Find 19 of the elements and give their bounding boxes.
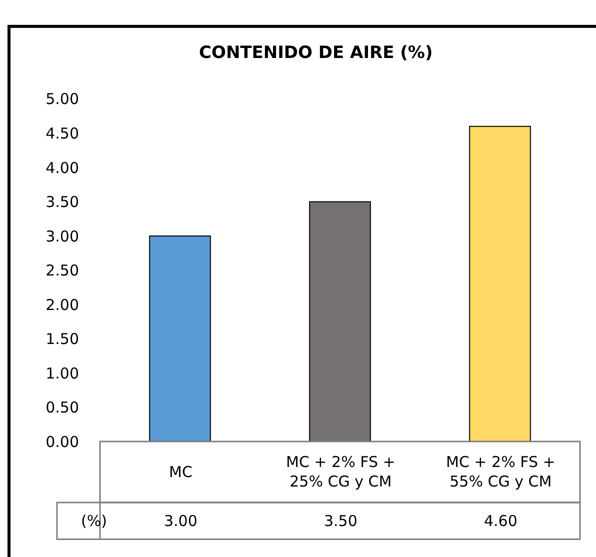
data-label: 4.60: [484, 512, 518, 530]
y-tick-label: 1.00: [46, 364, 79, 382]
y-tick-label: 0.50: [46, 398, 79, 417]
y-tick-label: 2.00: [46, 296, 79, 314]
y-tick-label: 2.50: [46, 262, 79, 280]
y-tick-label: 3.50: [46, 193, 79, 212]
y-tick-label: 4.50: [46, 124, 79, 143]
x-tick-label: MC + 2% FS + 25% CG y CM: [286, 453, 396, 490]
data-label: 3.00: [164, 512, 198, 530]
y-tick-label: 5.00: [46, 90, 79, 108]
y-tick-label: 4.00: [46, 158, 79, 177]
chart-title: CONTENIDO DE AIRE (%): [199, 42, 433, 63]
x-tick-label: MC: [169, 463, 192, 481]
y-tick-label: 1.50: [46, 330, 79, 348]
y-tick-label: 0.00: [46, 432, 79, 451]
data-label: 3.50: [324, 512, 358, 530]
y-tick-label: 3.00: [46, 227, 79, 246]
x-tick-label: MC + 2% FS + 55% CG y CM: [446, 453, 556, 490]
text: (%): [81, 512, 107, 530]
